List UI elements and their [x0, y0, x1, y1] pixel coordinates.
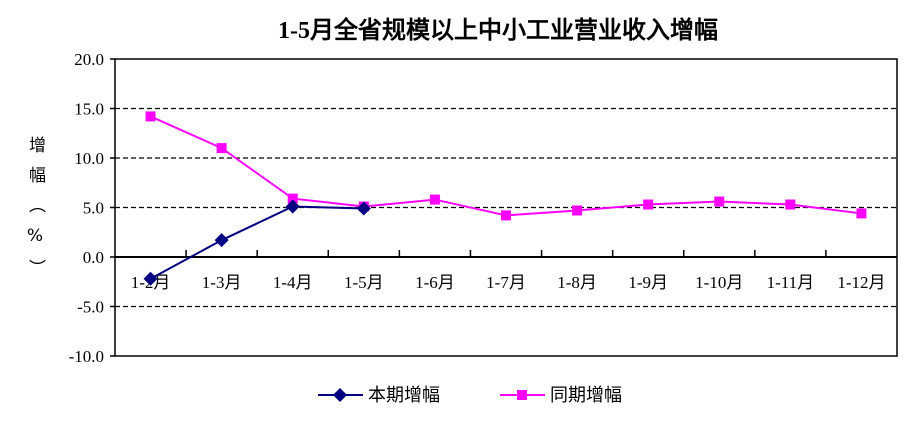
x-tick-label: 1-10月: [695, 273, 743, 292]
y-tick-label: -5.0: [77, 298, 104, 317]
y-tick-label: 20.0: [74, 50, 104, 69]
data-point: [145, 111, 156, 122]
y-tick-label: 5.0: [83, 199, 104, 218]
y-tick-label: 10.0: [74, 149, 104, 168]
y-tick-label: 15.0: [74, 100, 104, 119]
legend-label: 本期增幅: [368, 385, 440, 405]
chart-title: 1-5月全省规模以上中小工业营业收入增幅: [278, 16, 718, 44]
x-tick-label: 1-5月: [344, 273, 384, 292]
data-point: [785, 199, 796, 210]
data-point: [356, 201, 371, 216]
data-point: [429, 194, 440, 205]
legend-marker: [333, 388, 347, 402]
x-tick-label: 1-4月: [273, 273, 313, 292]
x-tick-label: 1-8月: [557, 273, 597, 292]
legend-label: 同期增幅: [550, 385, 622, 405]
x-tick-label: 1-11月: [767, 273, 815, 292]
series-diamond: [143, 199, 371, 286]
data-point: [856, 208, 867, 219]
legend: 本期增幅 同期增幅: [318, 385, 622, 405]
x-tick-label: 1-3月: [202, 273, 242, 292]
data-point: [143, 271, 158, 286]
legend-item: 同期增幅: [500, 385, 622, 405]
data-point: [214, 233, 229, 248]
legend-item: 本期增幅: [318, 385, 440, 405]
data-point: [572, 205, 583, 216]
series-line: [150, 115, 862, 217]
x-tick-label: 1-7月: [486, 273, 526, 292]
x-tick-label: 1-9月: [628, 273, 668, 292]
data-point: [216, 143, 227, 154]
series-line: [150, 205, 364, 280]
y-axis-label: 增幅（%）: [25, 136, 45, 289]
y-tick-label: -10.0: [69, 347, 104, 366]
data-point: [285, 199, 300, 214]
data-point: [287, 193, 298, 204]
x-tick-label: 1-6月: [415, 273, 455, 292]
x-tick-label: 1-12月: [837, 273, 885, 292]
data-point: [643, 199, 654, 210]
legend-marker: [517, 390, 527, 400]
data-point: [501, 210, 511, 221]
y-tick-label: 0.0: [83, 248, 104, 267]
series-square: [145, 111, 867, 221]
data-point: [714, 196, 725, 207]
